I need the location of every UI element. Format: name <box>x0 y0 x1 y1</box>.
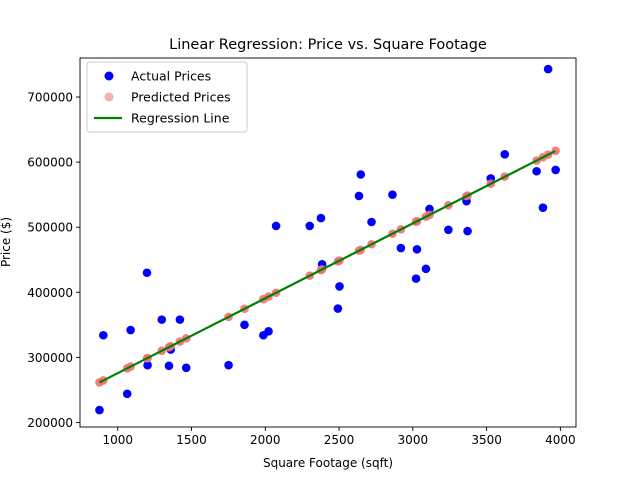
actual-price-point <box>95 405 104 415</box>
x-tick-label: 1500 <box>176 433 207 447</box>
y-tick-label: 300000 <box>27 351 73 365</box>
actual-price-point <box>396 243 406 253</box>
x-tick-label: 2000 <box>250 433 281 447</box>
legend-label-predicted: Predicted Prices <box>131 90 231 105</box>
actual-price-point <box>305 221 315 231</box>
y-tick-label: 400000 <box>27 286 73 300</box>
legend: Actual Prices Predicted Prices Regressio… <box>86 61 248 133</box>
x-tick-label: 3500 <box>471 433 502 447</box>
actual-price-point <box>367 217 376 227</box>
y-axis-label: Price ($) <box>0 217 13 267</box>
y-tick-label: 500000 <box>27 221 73 235</box>
actual-price-point <box>335 282 344 291</box>
actual-price-point <box>356 170 366 179</box>
actual-price-point <box>354 191 364 201</box>
legend-label-actual: Actual Prices <box>131 69 211 84</box>
actual-price-point <box>175 315 185 324</box>
actual-price-point <box>164 361 174 371</box>
actual-price-point <box>463 226 472 236</box>
plot-area <box>79 57 577 428</box>
actual-price-point <box>532 166 541 176</box>
x-tick-label: 4000 <box>545 433 576 447</box>
chart-title: Linear Regression: Price vs. Square Foot… <box>169 37 487 53</box>
y-tick-label: 700000 <box>27 91 73 105</box>
actual-price-point <box>333 304 343 313</box>
actual-price-point <box>444 225 453 235</box>
actual-price-point <box>412 245 422 254</box>
x-axis: 1000 1500 2000 2500 3000 3500 4000 <box>102 427 576 447</box>
actual-price-point <box>126 325 135 335</box>
predicted-price-point <box>551 146 560 156</box>
actual-price-point <box>316 213 326 223</box>
x-tick-label: 3000 <box>398 433 429 447</box>
actual-price-point <box>142 268 152 278</box>
actual-price-point <box>157 315 167 324</box>
actual-price-point <box>122 389 132 399</box>
actual-price-point <box>224 360 233 370</box>
legend-frame <box>86 61 248 133</box>
y-tick-label: 600000 <box>27 156 73 170</box>
x-axis-label: Square Footage (sqft) <box>263 456 393 470</box>
y-tick-label: 200000 <box>27 416 73 430</box>
legend-marker-actual <box>104 71 114 81</box>
actual-price-point <box>551 165 560 175</box>
actual-price-point <box>538 203 548 212</box>
actual-price-point <box>388 190 397 199</box>
actual-price-point <box>271 221 281 231</box>
actual-price-point <box>143 360 152 370</box>
actual-price-point <box>99 330 108 340</box>
actual-price-point <box>181 363 191 373</box>
actual-price-point <box>411 274 421 283</box>
y-axis: 200000 300000 400000 500000 600000 700000 <box>27 91 80 430</box>
actual-price-point <box>264 327 273 336</box>
actual-price-point <box>500 150 510 159</box>
legend-marker-predicted <box>104 92 114 102</box>
legend-label-regression: Regression Line <box>131 111 230 126</box>
x-tick-label: 2500 <box>324 433 355 447</box>
x-tick-label: 1000 <box>102 433 133 447</box>
plot-frame <box>79 57 577 428</box>
regression-line <box>98 150 556 384</box>
actual-price-point <box>421 264 431 274</box>
actual-price-point <box>543 64 553 74</box>
actual-price-point <box>240 320 249 330</box>
